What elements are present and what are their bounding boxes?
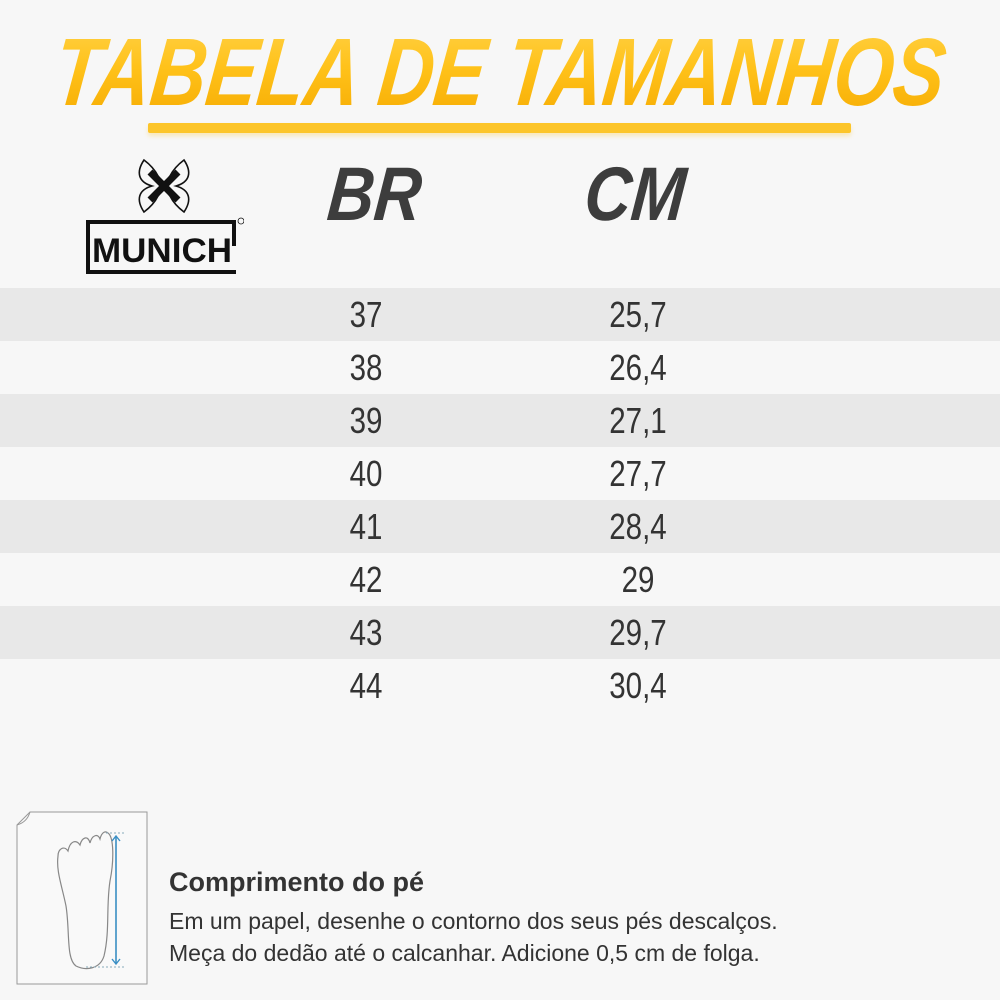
cm-length: 25,7 (609, 294, 667, 335)
instructions-text: Em um papel, desenhe o contorno dos seus… (169, 905, 778, 969)
table-row: 39 27,1 (0, 394, 1000, 447)
cm-length: 26,4 (609, 347, 667, 388)
br-size: 43 (349, 612, 383, 653)
logo-wordmark: MUNICH (92, 232, 232, 270)
table-row: 43 29,7 (0, 606, 1000, 659)
column-header-br: BR (324, 152, 426, 237)
br-size: 41 (349, 506, 383, 547)
br-size: 40 (349, 453, 383, 494)
table-row: 44 30,4 (0, 659, 1000, 712)
table-row: 40 27,7 (0, 447, 1000, 500)
page-title: TABELA DE TAMANHOS (48, 19, 952, 126)
cm-length: 27,7 (609, 453, 667, 494)
instructions-title: Comprimento do pé (169, 867, 424, 897)
br-size: 38 (349, 347, 383, 388)
instructions-line-1: Em um papel, desenhe o contorno dos seus… (169, 908, 778, 934)
br-size: 39 (349, 400, 383, 441)
foot-measure-icon (16, 811, 148, 985)
table-row: 41 28,4 (0, 500, 1000, 553)
cm-length: 28,4 (609, 506, 667, 547)
cm-length: 29,7 (609, 612, 667, 653)
cm-length: 27,1 (609, 400, 667, 441)
cm-length: 30,4 (609, 665, 667, 706)
size-table: 37 25,7 38 26,4 39 27,1 40 27,7 41 28,4 42 29 … (0, 288, 1000, 712)
table-row: 37 25,7 (0, 288, 1000, 341)
column-header-cm: CM (581, 152, 690, 237)
br-size: 37 (349, 294, 383, 335)
title-underline (148, 123, 851, 133)
table-row: 38 26,4 (0, 341, 1000, 394)
instructions-line-2: Meça do dedão até o calcanhar. Adicione … (169, 940, 760, 966)
br-size: 44 (349, 665, 383, 706)
table-row: 42 29 (0, 553, 1000, 606)
munich-logo: MUNICH (86, 158, 244, 274)
cm-length: 29 (621, 559, 655, 600)
br-size: 42 (349, 559, 383, 600)
